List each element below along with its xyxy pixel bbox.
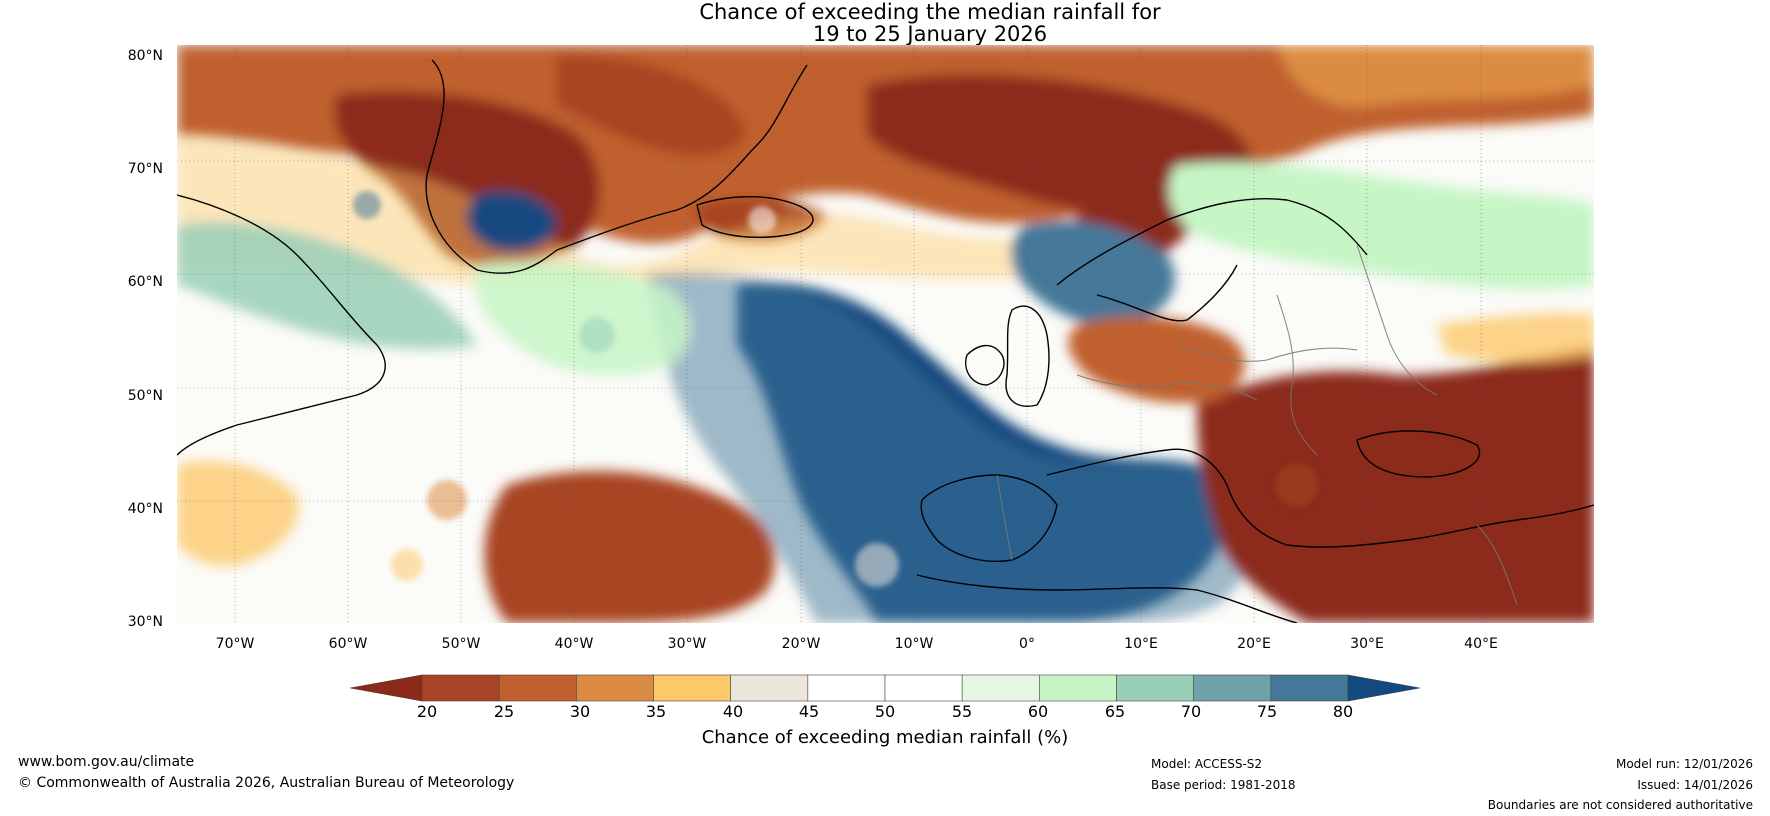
colorbar-tick-50: 50 xyxy=(874,702,896,721)
lat-label-70n: 70°N xyxy=(127,161,163,177)
lon-label-40e: 40°E xyxy=(1464,636,1498,652)
colorbar-tick-25: 25 xyxy=(493,702,515,721)
lon-label-0: 0° xyxy=(1019,636,1035,652)
footer-model-run: Model run: 12/01/2026 xyxy=(1615,757,1753,771)
pale-arctic-fringe xyxy=(177,135,1057,288)
colorbar-segment xyxy=(730,674,809,702)
green-north-atlantic xyxy=(474,261,689,376)
green-labrador xyxy=(177,222,477,349)
colorbar-segment xyxy=(653,674,731,702)
dry-subtropical-west xyxy=(177,461,299,566)
lat-label-50n: 50°N xyxy=(127,388,163,404)
footer-issued: Issued: 14/01/2026 xyxy=(1637,778,1753,792)
coast-scandinavia xyxy=(1056,198,1368,322)
wet-scandinavia xyxy=(1011,221,1175,326)
dry-arctic-north xyxy=(557,55,745,155)
lon-label-10w: 10°W xyxy=(894,636,934,652)
footer-copyright: © Commonwealth of Australia 2026, Austra… xyxy=(18,775,515,791)
colorbar-extend-high xyxy=(1347,674,1421,702)
lat-label-60n: 60°N xyxy=(127,274,163,290)
coast-north-africa xyxy=(916,574,1298,623)
colorbar-tick-20: 20 xyxy=(416,702,438,721)
rainfall-outlook-map xyxy=(177,45,1594,623)
colorbar-tick-65: 65 xyxy=(1104,702,1126,721)
colorbar-segment xyxy=(1193,674,1272,702)
dry-norwegian-sea xyxy=(867,74,1252,216)
dry-subtropical-atlantic xyxy=(484,471,775,623)
colorbar-tick-40: 40 xyxy=(722,702,744,721)
colorbar-extend-low xyxy=(349,674,423,702)
coast-labrador xyxy=(177,194,386,456)
colorbar-segment xyxy=(1270,674,1349,702)
colorbar-tick-60: 60 xyxy=(1027,702,1049,721)
lon-label-60w: 60°W xyxy=(328,636,368,652)
lon-label-20w: 20°W xyxy=(781,636,821,652)
green-east-europe xyxy=(1168,162,1594,290)
colorbar-tick-45: 45 xyxy=(798,702,820,721)
colorbar-segment xyxy=(1116,674,1194,702)
colorbar-tick-75: 75 xyxy=(1256,702,1278,721)
dry-east-fringe xyxy=(1437,313,1594,363)
coast-british-isles xyxy=(965,305,1050,407)
colorbar xyxy=(349,672,1421,704)
graticule xyxy=(177,45,1594,623)
footer-website: www.bom.gov.au/climate xyxy=(18,754,195,770)
lat-label-80n: 80°N xyxy=(127,48,163,64)
lat-label-30n: 30°N xyxy=(127,614,163,630)
country-borders xyxy=(996,244,1518,606)
colorbar-tick-70: 70 xyxy=(1180,702,1202,721)
footer-base-period: Base period: 1981-2018 xyxy=(1151,778,1296,792)
dry-turkey-mideast xyxy=(1197,345,1594,623)
lon-label-30w: 30°W xyxy=(667,636,707,652)
colorbar-label: Chance of exceeding median rainfall (%) xyxy=(701,727,1069,748)
lon-label-20e: 20°E xyxy=(1237,636,1271,652)
footer-disclaimer: Boundaries are not considered authoritat… xyxy=(1487,798,1753,812)
colorbar-segment xyxy=(807,674,886,702)
colorbar-tick-30: 30 xyxy=(569,702,591,721)
coast-greenland xyxy=(425,59,808,274)
wet-atlantic-halo xyxy=(647,272,1260,623)
dry-arctic-east xyxy=(1277,45,1594,107)
coastlines xyxy=(177,59,1594,623)
colorbar-segment xyxy=(1039,674,1117,702)
dry-central-europe xyxy=(1068,316,1246,404)
map-title: Chance of exceeding the median rainfall … xyxy=(699,0,1161,24)
colorbar-tick-80: 80 xyxy=(1332,702,1354,721)
lat-label-40n: 40°N xyxy=(127,501,163,517)
colorbar-segment xyxy=(576,674,654,702)
colorbar-segment xyxy=(884,674,963,702)
coast-iceland xyxy=(696,196,814,239)
footer-model: Model: ACCESS-S2 xyxy=(1151,757,1263,771)
lon-label-30e: 30°E xyxy=(1350,636,1384,652)
map-subtitle-date: 19 to 25 January 2026 xyxy=(812,22,1048,46)
colorbar-segment xyxy=(421,674,500,702)
coast-black-sea xyxy=(1356,430,1481,478)
colorbar-segment xyxy=(498,674,577,702)
coast-europe-med xyxy=(1046,448,1594,548)
colorbar-tick-55: 55 xyxy=(951,702,973,721)
lon-label-10e: 10°E xyxy=(1124,636,1158,652)
lon-label-50w: 50°W xyxy=(441,636,481,652)
wet-greenland-south xyxy=(466,191,557,252)
colorbar-segment xyxy=(961,674,1040,702)
coast-iberia xyxy=(920,474,1058,562)
colorbar-tick-35: 35 xyxy=(645,702,667,721)
lon-label-70w: 70°W xyxy=(215,636,255,652)
lon-label-40w: 40°W xyxy=(554,636,594,652)
